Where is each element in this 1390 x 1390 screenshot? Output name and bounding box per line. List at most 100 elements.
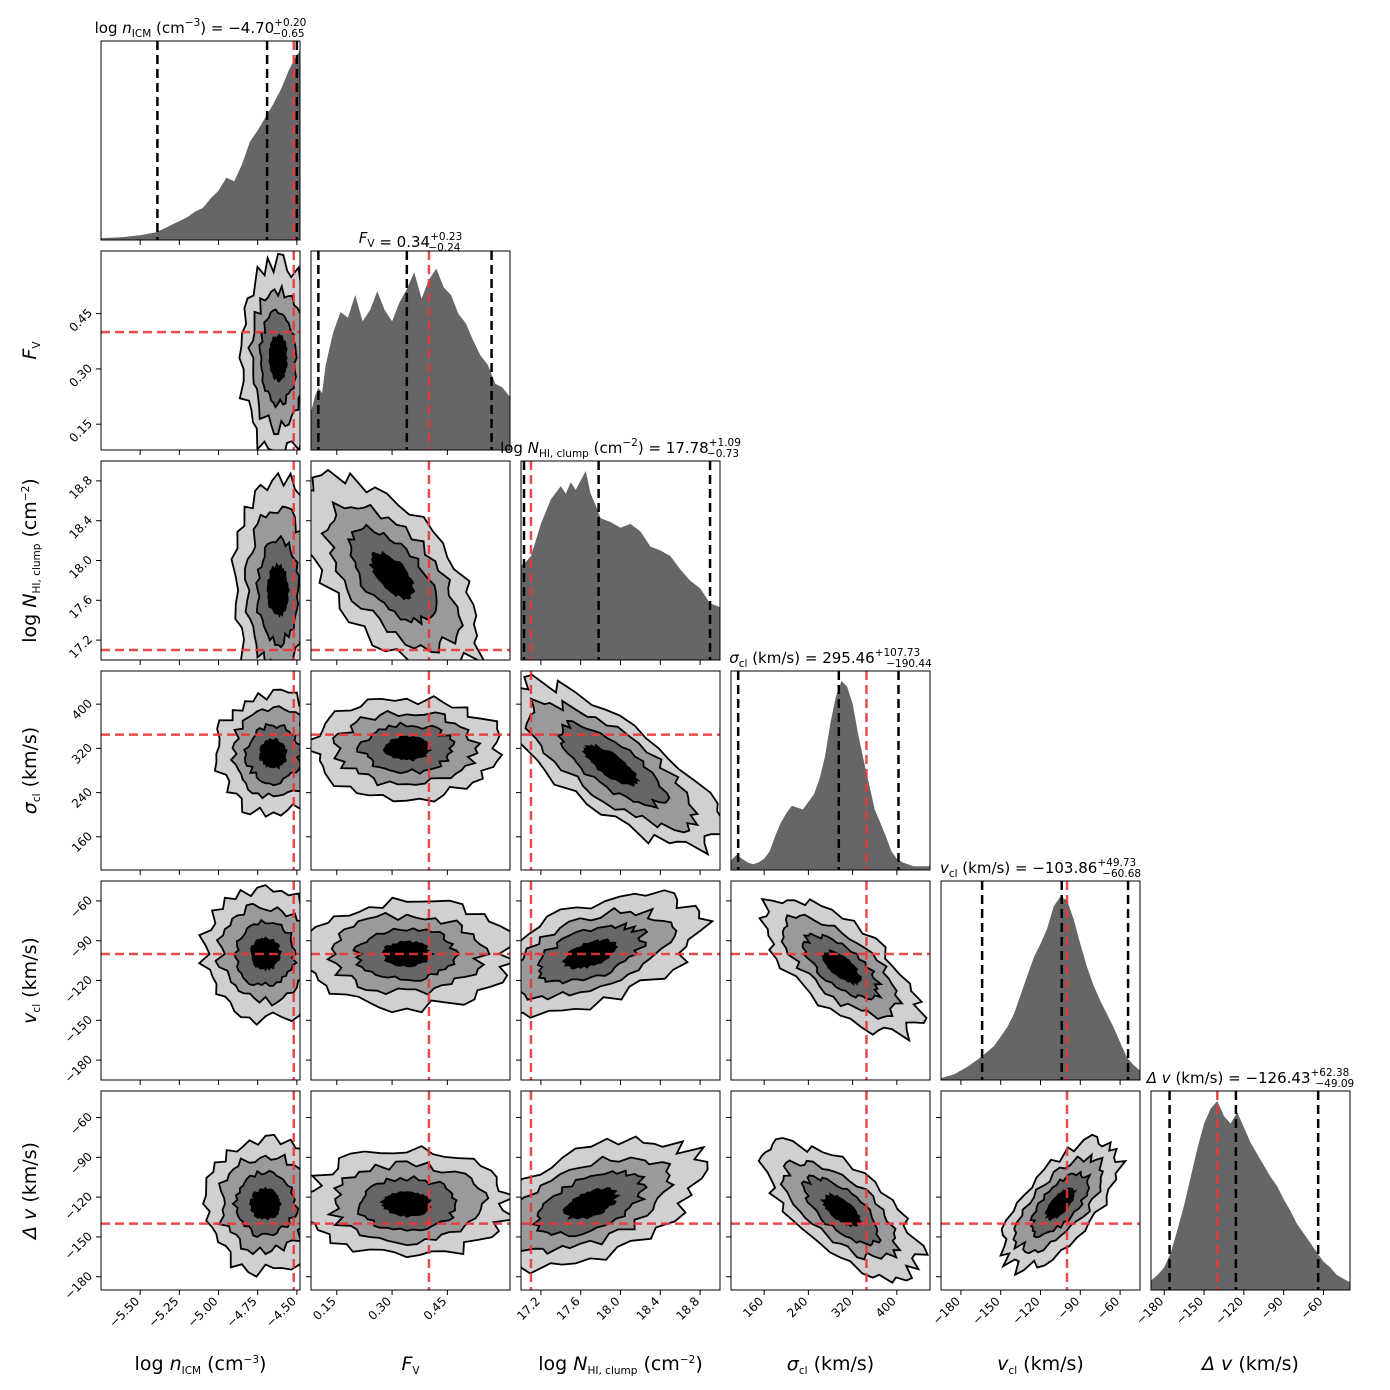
y-tick-label: 160	[69, 829, 95, 855]
panel-sigma-vs-FV	[306, 670, 511, 875]
y-tick-label: −150	[62, 1013, 95, 1046]
x-tick-label: 400	[873, 1294, 899, 1320]
histogram-dv	[1151, 1101, 1350, 1290]
contour-level-4	[379, 1191, 432, 1218]
panel-vcl-vs-sigma	[726, 880, 931, 1085]
x-tick-label: −5.00	[185, 1294, 221, 1330]
contour-level-4	[821, 949, 863, 986]
panel-FV-vs-FV: FV = 0.34+0.23 −0.24	[310, 229, 511, 455]
panel-frame	[100, 1090, 301, 1291]
contour-level-4	[382, 735, 432, 762]
panel-frame	[310, 670, 511, 871]
histogram-nICM	[101, 51, 300, 240]
x-axis-label-sigma: σcl (km/s)	[787, 1353, 874, 1377]
contour-level-4	[819, 1192, 863, 1228]
panel-title-nICM: log nICM (cm−3) = −4.70+0.20 −0.65	[95, 17, 307, 40]
y-axis-label-NHI: log NHI, clump (cm−2)	[19, 478, 43, 642]
panel-frame	[1150, 1090, 1351, 1291]
panel-frame	[100, 670, 301, 871]
y-tick-label: −90	[67, 1150, 95, 1178]
histogram-vcl	[941, 896, 1140, 1080]
panel-frame	[730, 1090, 931, 1291]
x-axis-label-NHI: log NHI, clump (cm−2)	[538, 1353, 702, 1377]
histogram-NHI	[521, 471, 720, 660]
x-tick-label: −90	[1055, 1294, 1083, 1322]
x-tick-label: −120	[1213, 1294, 1246, 1327]
x-tick-label: 18.4	[634, 1294, 663, 1323]
x-tick-label: 320	[829, 1294, 855, 1320]
y-tick-label: −120	[62, 1189, 95, 1222]
panel-nICM-vs-nICM: log nICM (cm−3) = −4.70+0.20 −0.65	[95, 17, 307, 245]
x-tick-label: −150	[970, 1294, 1003, 1327]
contour-level-4	[581, 743, 641, 787]
panel-dv-vs-dv: Δ v (km/s) = −126.43+62.38 −49.09 −180 −150…	[1133, 1067, 1354, 1327]
y-tick-label: −60	[67, 1110, 95, 1138]
x-tick-label: 0.30	[365, 1294, 394, 1323]
y-tick-label: −90	[67, 933, 95, 961]
x-tick-label: 17.2	[514, 1294, 543, 1323]
x-tick-label: −60	[1298, 1294, 1326, 1322]
x-tick-label: 18.0	[594, 1294, 623, 1323]
panel-sigma-vs-sigma: σcl (km/s) = 295.46+107.73 −190.44	[729, 647, 932, 875]
x-tick-label: −4.75	[224, 1294, 260, 1330]
panel-title-FV: FV = 0.34+0.23 −0.24	[359, 229, 463, 254]
y-tick-label: 17.2	[66, 632, 95, 661]
panel-NHI-vs-nICM: 17.2 17.6 18.0 18.4 18.8	[66, 460, 301, 665]
x-axis-label-FV: FV	[401, 1353, 420, 1377]
contour-level-4	[248, 1186, 283, 1221]
x-axis-label-vcl: vcl (km/s)	[997, 1353, 1084, 1377]
x-tick-label: 0.45	[421, 1294, 450, 1323]
histogram-sigma	[731, 681, 930, 870]
histogram-FV	[311, 268, 510, 450]
y-tick-label: −180	[62, 1269, 95, 1302]
x-tick-label: 17.6	[554, 1294, 583, 1323]
y-tick-label: 400	[69, 696, 95, 722]
panel-title-vcl: vcl (km/s) = −103.86+49.73 −60.68	[940, 857, 1141, 880]
contour-level-4	[368, 550, 416, 601]
x-tick-label: 160	[740, 1294, 766, 1320]
contour-level-4	[268, 333, 288, 383]
panel-dv-vs-FV: 0.15 0.30 0.45	[306, 1090, 511, 1323]
contour-level-4	[258, 738, 288, 770]
x-tick-label: −5.25	[146, 1294, 182, 1330]
x-tick-label: −150	[1173, 1294, 1206, 1327]
panel-NHI-vs-NHI: log NHI, clump (cm−2) = 17.78+1.09 −0.73	[500, 437, 741, 665]
panel-sigma-vs-nICM: 160 240 320 400	[69, 670, 301, 875]
contour-level-4	[266, 561, 290, 618]
y-axis-label-sigma: σcl (km/s)	[19, 727, 43, 814]
panel-vcl-vs-FV	[306, 880, 511, 1085]
x-tick-label: −5.50	[106, 1294, 142, 1330]
panel-title-sigma: σcl (km/s) = 295.46+107.73 −190.44	[729, 647, 932, 670]
panel-frame	[730, 670, 931, 871]
y-tick-label: 0.30	[66, 361, 95, 390]
panel-dv-vs-sigma: 160 240 320 400	[726, 1090, 931, 1320]
y-tick-label: 320	[69, 741, 95, 767]
x-tick-label: −60	[1094, 1294, 1122, 1322]
contour-level-4	[562, 1186, 621, 1220]
panel-NHI-vs-FV	[306, 460, 511, 665]
x-tick-label: −4.50	[263, 1294, 299, 1330]
y-tick-label: −60	[67, 893, 95, 921]
panel-dv-vs-NHI: 17.2 17.6 18.0 18.4 18.8	[514, 1090, 721, 1323]
y-axis-label-FV: FV	[19, 341, 43, 360]
x-tick-label: 240	[784, 1294, 810, 1320]
x-tick-label: −180	[1133, 1294, 1166, 1327]
panel-dv-vs-vcl: −180 −150 −120 −90 −60	[930, 1090, 1141, 1327]
x-tick-label: −120	[1009, 1294, 1042, 1327]
panel-dv-vs-nICM: −5.50 −5.25 −5.00 −4.75 −4.50 −180 −150 −120 −90…	[62, 1090, 301, 1330]
y-tick-label: 240	[69, 785, 95, 811]
y-tick-label: 17.6	[66, 593, 95, 622]
y-tick-label: 18.4	[66, 513, 95, 542]
panel-frame	[100, 250, 301, 451]
y-axis-label-vcl: vcl (km/s)	[19, 937, 43, 1024]
x-axis-label-nICM: log nICM (cm−3)	[135, 1353, 267, 1377]
panel-title-NHI: log NHI, clump (cm−2) = 17.78+1.09 −0.73	[500, 437, 741, 460]
y-tick-label: 0.15	[66, 416, 95, 445]
panel-vcl-vs-NHI	[516, 880, 721, 1085]
y-tick-label: −150	[62, 1229, 95, 1262]
y-tick-label: 18.0	[66, 553, 95, 582]
y-axis-label-dv: Δ v (km/s)	[19, 1142, 41, 1241]
x-tick-label: −90	[1258, 1294, 1286, 1322]
panel-sigma-vs-NHI	[516, 670, 721, 875]
